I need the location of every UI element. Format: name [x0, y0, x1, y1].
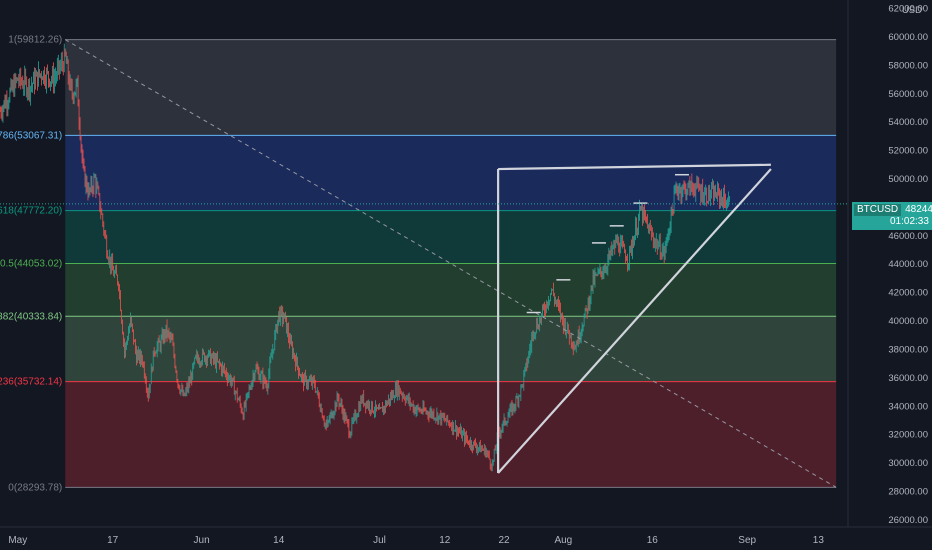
time-tick-label: Sep	[738, 535, 756, 546]
price-tick-label: 54000.00	[888, 117, 928, 128]
time-tick-label: Aug	[554, 535, 572, 546]
time-tick-label: Jul	[373, 535, 386, 546]
time-tick-label: May	[8, 535, 27, 546]
fib-zone	[65, 381, 837, 488]
fib-zone	[65, 263, 837, 317]
price-tick-label: 34000.00	[888, 401, 928, 412]
price-tick-label: 62000.00	[888, 4, 928, 15]
price-tick-label: 26000.00	[888, 515, 928, 526]
time-tick-label: Jun	[194, 535, 210, 546]
time-tick-label: 17	[107, 535, 119, 546]
time-tick-label: 14	[273, 535, 285, 546]
time-tick-label: 13	[813, 535, 825, 546]
price-tick-label: 28000.00	[888, 486, 928, 497]
fib-zone	[65, 135, 837, 211]
price-tick-label: 52000.00	[888, 146, 928, 157]
trend-line	[497, 168, 772, 474]
fib-zone	[65, 39, 837, 136]
price-tick-label: 32000.00	[888, 430, 928, 441]
fib-level-label: 0.382(40333.84)	[0, 311, 62, 322]
trend-line	[498, 163, 771, 171]
price-tick-label: 30000.00	[888, 458, 928, 469]
price-tick-label: 58000.00	[888, 60, 928, 71]
price-tick-label: 36000.00	[888, 373, 928, 384]
price-tick-label: 46000.00	[888, 231, 928, 242]
fib-level-label: 0.5(44053.02)	[0, 258, 62, 269]
fib-level-label: 1(59812.26)	[8, 35, 62, 46]
price-tick-label: 40000.00	[888, 316, 928, 327]
time-tick-label: 16	[647, 535, 659, 546]
last-price: 48244.82	[905, 204, 932, 215]
price-tick-label: 60000.00	[888, 32, 928, 43]
fib-level-label: 0.786(53067.31)	[0, 130, 62, 141]
fib-zone	[65, 316, 837, 382]
bar-countdown: 01:02:33	[890, 216, 929, 227]
fib-level-label: 0(28293.78)	[8, 482, 62, 493]
fib-level-label: 0.618(47772.20)	[0, 206, 62, 217]
time-tick-label: 22	[498, 535, 510, 546]
price-tick-label: 56000.00	[888, 89, 928, 100]
price-tick-label: 50000.00	[888, 174, 928, 185]
price-tick-label: 44000.00	[888, 259, 928, 270]
symbol-tag: BTCUSD	[854, 204, 902, 216]
fib-level-label: 0.236(35732.14)	[0, 377, 62, 388]
fib-zone	[65, 210, 837, 264]
currency-label: USD	[901, 5, 922, 16]
time-tick-label: 12	[439, 535, 451, 546]
price-tick-label: 38000.00	[888, 344, 928, 355]
candles	[0, 43, 730, 472]
price-tick-label: 42000.00	[888, 288, 928, 299]
last-price-badge: BTCUSD 48244.82 01:02:33	[852, 202, 932, 230]
